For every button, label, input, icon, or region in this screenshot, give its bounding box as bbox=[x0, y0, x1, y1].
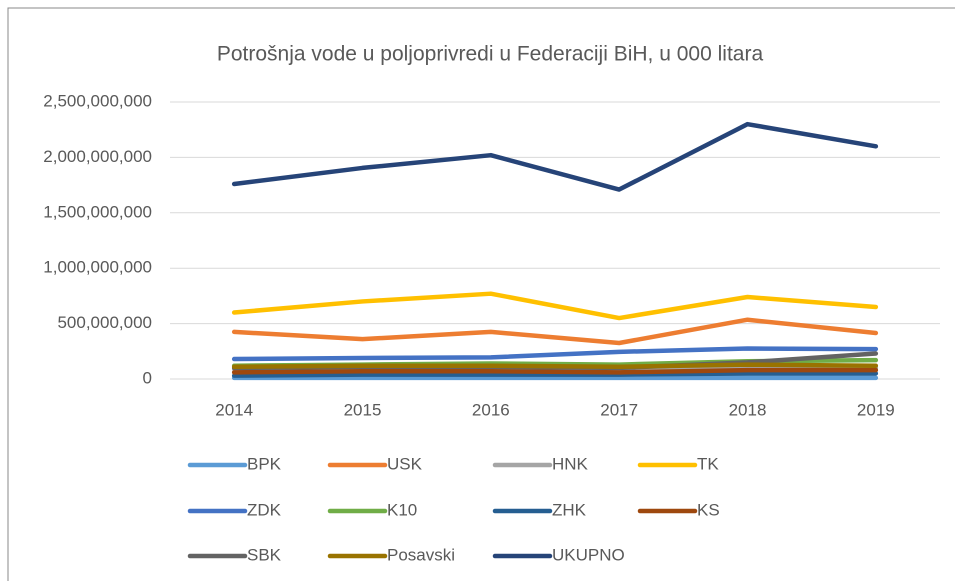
legend-label: K10 bbox=[387, 500, 417, 519]
legend-label: HNK bbox=[552, 454, 589, 473]
y-tick-label: 2,500,000,000 bbox=[43, 91, 152, 110]
y-tick-label: 2,000,000,000 bbox=[43, 147, 152, 166]
y-tick-label: 500,000,000 bbox=[57, 313, 152, 332]
legend-label: KS bbox=[697, 500, 720, 519]
legend-label: Posavski bbox=[387, 545, 455, 564]
series-line bbox=[231, 121, 879, 192]
series-line bbox=[231, 362, 879, 370]
series-line bbox=[231, 367, 879, 375]
legend-label: UKUPNO bbox=[552, 545, 625, 564]
x-tick-label: 2015 bbox=[344, 400, 382, 419]
legend-label: ZHK bbox=[552, 500, 587, 519]
series-line bbox=[231, 317, 879, 346]
legend-label: BPK bbox=[247, 454, 282, 473]
series-line bbox=[231, 346, 879, 362]
legend-label: ZDK bbox=[247, 500, 282, 519]
x-tick-label: 2014 bbox=[215, 400, 253, 419]
x-tick-label: 2019 bbox=[857, 400, 895, 419]
x-tick-label: 2018 bbox=[729, 400, 767, 419]
legend-label: SBK bbox=[247, 545, 282, 564]
y-tick-label: 0 bbox=[143, 368, 152, 387]
y-tick-label: 1,500,000,000 bbox=[43, 202, 152, 221]
y-tick-label: 1,000,000,000 bbox=[43, 258, 152, 277]
legend-label: TK bbox=[697, 454, 719, 473]
chart-title: Potrošnja vode u poljoprivredi u Federac… bbox=[217, 43, 764, 66]
series-line bbox=[231, 291, 879, 321]
legend-label: USK bbox=[387, 454, 423, 473]
x-tick-label: 2016 bbox=[472, 400, 510, 419]
series-line bbox=[231, 371, 879, 378]
x-tick-label: 2017 bbox=[600, 400, 638, 419]
